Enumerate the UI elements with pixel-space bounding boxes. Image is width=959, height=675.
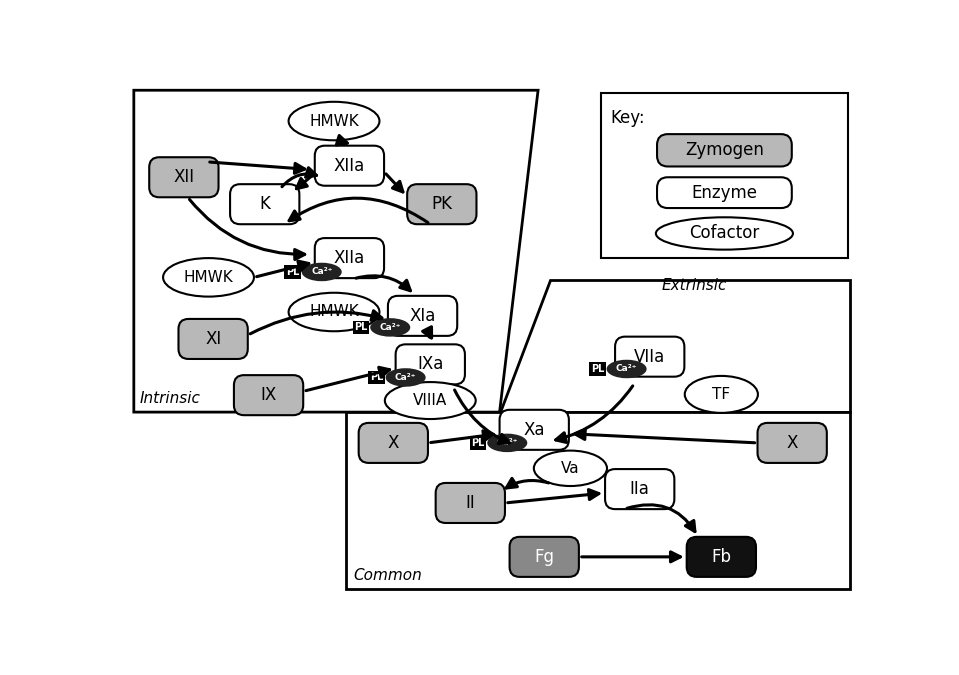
Ellipse shape <box>163 258 254 296</box>
Text: Cofactor: Cofactor <box>690 225 760 242</box>
Text: IIa: IIa <box>630 480 649 498</box>
Text: Common: Common <box>353 568 422 583</box>
Text: Va: Va <box>561 461 580 476</box>
Text: X: X <box>387 434 399 452</box>
FancyBboxPatch shape <box>315 238 384 278</box>
FancyBboxPatch shape <box>657 178 792 208</box>
Text: IX: IX <box>261 386 277 404</box>
FancyBboxPatch shape <box>601 92 848 258</box>
Text: II: II <box>465 494 476 512</box>
FancyBboxPatch shape <box>687 537 756 577</box>
FancyBboxPatch shape <box>657 134 792 167</box>
Ellipse shape <box>385 382 476 419</box>
Ellipse shape <box>534 451 607 486</box>
Text: TF: TF <box>713 387 731 402</box>
Text: HMWK: HMWK <box>309 304 359 319</box>
Text: PL: PL <box>369 373 383 383</box>
Text: XII: XII <box>174 168 195 186</box>
Text: VIIa: VIIa <box>634 348 666 366</box>
Text: Ca²⁺: Ca²⁺ <box>380 323 401 332</box>
Ellipse shape <box>607 360 646 378</box>
Ellipse shape <box>289 102 380 140</box>
FancyBboxPatch shape <box>408 184 477 224</box>
FancyBboxPatch shape <box>150 157 219 197</box>
Polygon shape <box>345 412 850 589</box>
Text: PL: PL <box>471 438 484 448</box>
Text: PK: PK <box>432 195 453 213</box>
Text: Ca²⁺: Ca²⁺ <box>311 267 333 277</box>
FancyBboxPatch shape <box>315 146 384 186</box>
Text: PL: PL <box>591 364 604 374</box>
Text: IXa: IXa <box>417 355 443 373</box>
Text: Zymogen: Zymogen <box>685 141 764 159</box>
Text: Fg: Fg <box>534 548 554 566</box>
FancyBboxPatch shape <box>359 423 428 463</box>
Text: Ca²⁺: Ca²⁺ <box>616 364 638 373</box>
Text: Key:: Key: <box>611 109 645 128</box>
Text: XI: XI <box>205 330 222 348</box>
Text: Xa: Xa <box>524 421 545 439</box>
Text: Enzyme: Enzyme <box>691 184 758 202</box>
FancyBboxPatch shape <box>615 337 685 377</box>
Ellipse shape <box>370 318 410 337</box>
Text: K: K <box>259 195 270 213</box>
Text: XIIa: XIIa <box>334 157 365 175</box>
Polygon shape <box>500 279 850 412</box>
FancyBboxPatch shape <box>509 537 579 577</box>
Text: XIIa: XIIa <box>334 249 365 267</box>
Text: HMWK: HMWK <box>183 270 233 285</box>
Ellipse shape <box>302 263 341 281</box>
Ellipse shape <box>386 368 426 387</box>
Text: PL: PL <box>354 323 367 332</box>
Text: Fb: Fb <box>712 548 732 566</box>
FancyBboxPatch shape <box>396 344 465 384</box>
FancyBboxPatch shape <box>435 483 505 523</box>
FancyBboxPatch shape <box>605 469 674 509</box>
Polygon shape <box>134 90 538 412</box>
FancyBboxPatch shape <box>388 296 457 336</box>
Ellipse shape <box>289 293 380 331</box>
Text: Intrinsic: Intrinsic <box>139 391 200 406</box>
Text: Ca²⁺: Ca²⁺ <box>497 438 518 448</box>
Text: Extrinsic: Extrinsic <box>662 279 727 294</box>
FancyBboxPatch shape <box>178 319 247 359</box>
Text: VIIIA: VIIIA <box>413 393 448 408</box>
Text: PL: PL <box>286 267 299 277</box>
Text: XIa: XIa <box>409 307 435 325</box>
FancyBboxPatch shape <box>758 423 827 463</box>
Text: Ca²⁺: Ca²⁺ <box>395 373 416 382</box>
FancyBboxPatch shape <box>230 184 299 224</box>
Ellipse shape <box>487 433 527 452</box>
Text: X: X <box>786 434 798 452</box>
Text: HMWK: HMWK <box>309 113 359 128</box>
Ellipse shape <box>685 376 758 413</box>
FancyBboxPatch shape <box>500 410 569 450</box>
FancyBboxPatch shape <box>234 375 303 415</box>
Ellipse shape <box>656 217 793 250</box>
